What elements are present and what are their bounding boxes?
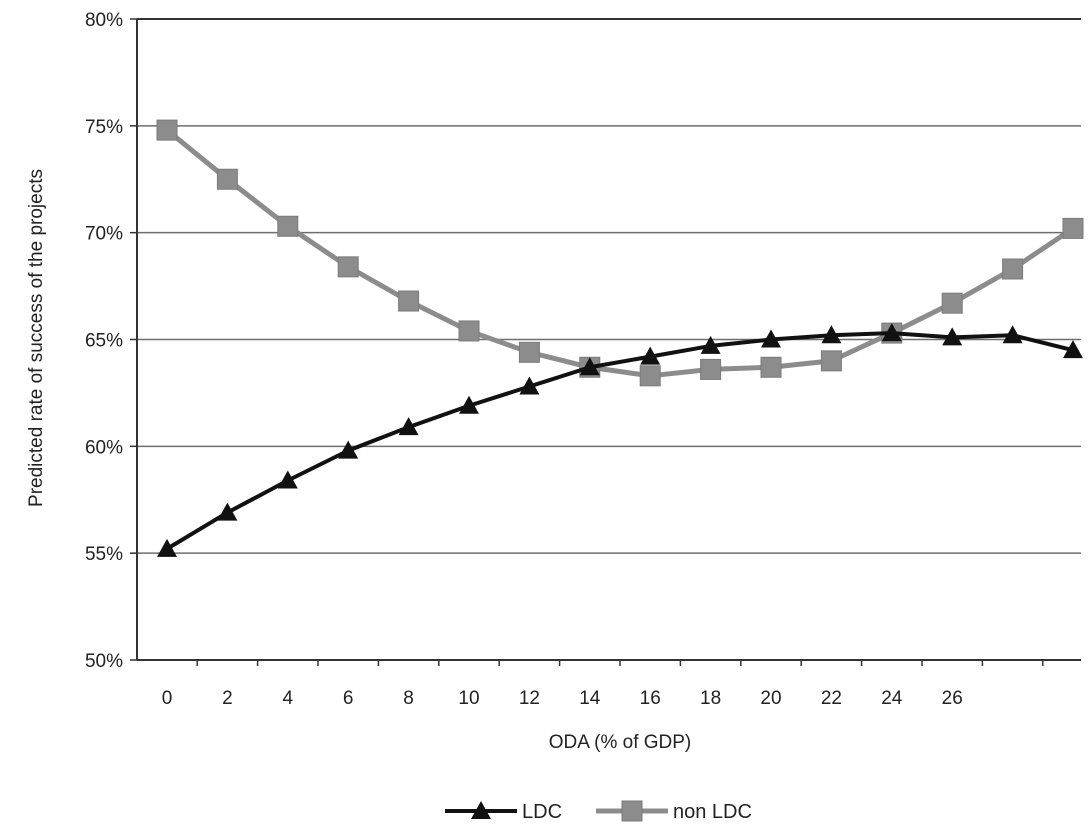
data-point-non-ldc	[1062, 217, 1084, 239]
data-point-ldc	[157, 538, 177, 557]
data-point-ldc	[640, 346, 661, 365]
data-point-ldc	[459, 395, 479, 414]
data-point-ldc	[1002, 325, 1023, 344]
y-tick-label: 55%	[85, 544, 123, 565]
x-axis-ticks: 0 2 4 6 8 10 12 14 16 18 20 22 24 26	[162, 660, 1044, 709]
y-axis-ticks: 50% 55% 60% 65% 70% 75% 80%	[85, 10, 137, 672]
data-point-ldc	[519, 376, 540, 395]
data-point-ldc	[1063, 340, 1083, 359]
x-tick-label: 14	[579, 688, 601, 709]
data-point-non-ldc	[216, 168, 238, 190]
series-non-ldc	[156, 119, 1084, 387]
legend-label: non LDC	[673, 801, 752, 823]
data-point-ldc	[398, 417, 419, 436]
data-point-non-ldc	[760, 356, 782, 378]
data-point-non-ldc	[639, 365, 661, 387]
x-tick-label: 10	[458, 688, 479, 709]
data-point-non-ldc	[1002, 258, 1024, 280]
axes	[136, 18, 1081, 661]
data-point-non-ldc	[700, 358, 722, 380]
data-point-non-ldc	[277, 215, 299, 237]
data-point-ldc	[881, 323, 902, 342]
legend-item-ldc: LDC	[445, 801, 562, 823]
data-point-non-ldc	[941, 292, 963, 314]
y-axis-title: Predicted rate of success of the project…	[26, 169, 47, 507]
data-point-non-ldc	[518, 341, 540, 363]
data-point-non-ldc	[820, 350, 842, 372]
series-line-ldc	[165, 331, 1074, 551]
x-tick-label: 16	[640, 688, 661, 709]
x-tick-label: 0	[162, 688, 173, 709]
data-point-ldc	[700, 335, 721, 354]
legend-label: LDC	[522, 801, 562, 823]
legend-marker	[621, 800, 643, 822]
series-line-non-ldc	[165, 128, 1075, 379]
data-point-ldc	[579, 357, 600, 376]
x-tick-label: 18	[700, 688, 721, 709]
x-tick-label: 24	[881, 688, 903, 709]
series-ldc	[157, 323, 1083, 557]
data-point-ldc	[942, 327, 963, 346]
data-point-ldc	[761, 329, 781, 348]
data-point-non-ldc	[458, 320, 480, 342]
x-tick-label: 12	[519, 688, 540, 709]
y-tick-label: 70%	[85, 224, 123, 245]
x-tick-label: 8	[403, 688, 414, 709]
gridlines	[137, 18, 1081, 661]
x-tick-label: 26	[942, 688, 963, 709]
x-tick-label: 6	[343, 688, 354, 709]
y-tick-label: 75%	[85, 117, 123, 138]
x-axis-title: ODA (% of GDP)	[549, 732, 692, 753]
y-tick-label: 80%	[85, 10, 123, 31]
legend-item-non-ldc: non LDC	[596, 800, 752, 823]
x-tick-label: 20	[760, 688, 781, 709]
x-tick-label: 2	[222, 688, 233, 709]
x-tick-label: 22	[821, 688, 842, 709]
data-point-non-ldc	[398, 290, 420, 312]
data-point-ldc	[821, 325, 842, 344]
y-tick-label: 50%	[85, 651, 123, 672]
data-point-non-ldc	[337, 256, 359, 278]
legend-marker	[471, 801, 491, 819]
y-tick-label: 60%	[85, 437, 123, 458]
data-point-ldc	[338, 440, 359, 459]
data-point-ldc	[277, 470, 298, 489]
y-tick-label: 65%	[85, 331, 123, 352]
series-group	[156, 119, 1084, 557]
data-point-non-ldc	[156, 119, 178, 141]
legend: LDC non LDC	[445, 800, 752, 823]
x-tick-label: 4	[283, 688, 294, 709]
data-point-ldc	[217, 502, 238, 521]
